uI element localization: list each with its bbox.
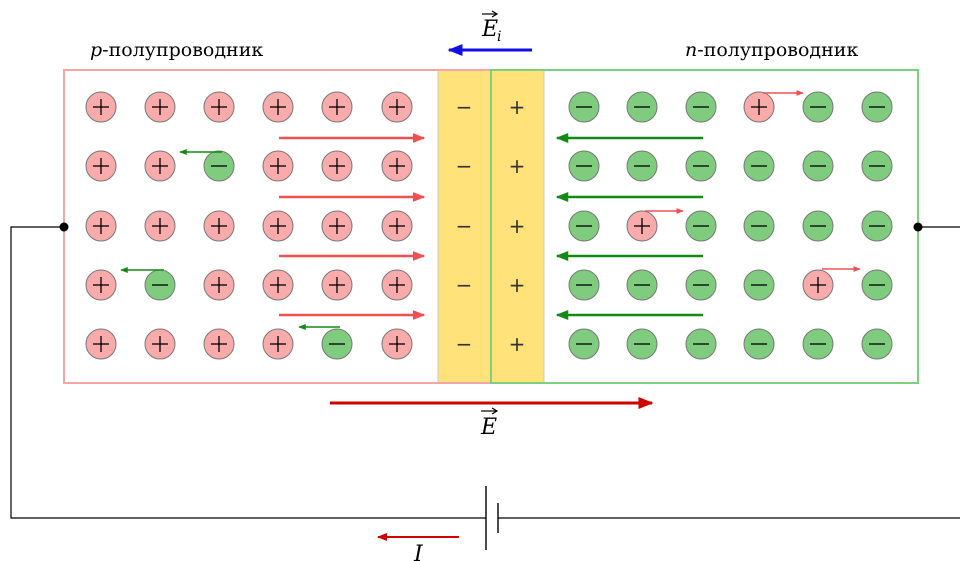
acceptor-ion-sign: − (456, 214, 473, 238)
n-electron (743, 150, 775, 182)
n-electron (568, 210, 600, 242)
terminal-left (59, 222, 69, 232)
p-region-label-text: -полупроводник (102, 39, 263, 61)
p-hole (144, 150, 176, 182)
p-region-label: p-полупроводник (90, 39, 263, 61)
external-field-label: E (480, 407, 499, 440)
p-hole (381, 210, 413, 242)
current-label: I (413, 542, 424, 561)
n-electron (626, 91, 658, 123)
n-electron (685, 150, 717, 182)
p-hole (85, 269, 117, 301)
p-hole (381, 91, 413, 123)
p-hole (321, 150, 353, 182)
acceptor-ion-sign: − (456, 273, 473, 297)
p-hole (381, 328, 413, 360)
p-hole (85, 210, 117, 242)
p-hole (262, 150, 294, 182)
p-hole (203, 210, 235, 242)
depletion-region-right (490, 69, 545, 384)
n-electron (685, 269, 717, 301)
p-hole (321, 91, 353, 123)
donor-ion-sign: + (509, 154, 526, 178)
n-electron (802, 91, 834, 123)
n-electron (568, 269, 600, 301)
depletion-charges: − − − − − + + + + + (456, 95, 526, 356)
n-hole (626, 210, 658, 242)
donor-ion-sign: + (509, 273, 526, 297)
n-electron (685, 91, 717, 123)
donor-ion-sign: + (509, 214, 526, 238)
n-hole (802, 269, 834, 301)
depletion-region-left (437, 69, 492, 384)
n-electron (861, 91, 893, 123)
p-hole (203, 91, 235, 123)
internal-field-subscript: i (497, 29, 501, 45)
acceptor-ion-sign: − (456, 95, 473, 119)
p-hole (321, 210, 353, 242)
n-electron (568, 91, 600, 123)
n-region-label: n-полупроводник (685, 39, 858, 61)
n-electron (861, 328, 893, 360)
internal-field-label: E i (481, 10, 501, 45)
n-electron (861, 269, 893, 301)
n-electron (626, 150, 658, 182)
p-hole (262, 269, 294, 301)
wire-left (10, 226, 486, 519)
n-electron (626, 328, 658, 360)
p-hole (144, 210, 176, 242)
p-hole (262, 91, 294, 123)
n-electron (861, 210, 893, 242)
p-hole (85, 91, 117, 123)
n-electron (685, 210, 717, 242)
n-hole (743, 91, 775, 123)
n-region-charges (568, 91, 893, 360)
p-hole (203, 328, 235, 360)
p-hole (144, 328, 176, 360)
p-hole (203, 269, 235, 301)
p-hole (381, 269, 413, 301)
n-electron (802, 150, 834, 182)
n-electron (743, 269, 775, 301)
p-hole (262, 210, 294, 242)
p-hole (144, 91, 176, 123)
n-electron (568, 328, 600, 360)
p-hole (85, 150, 117, 182)
acceptor-ion-sign: − (456, 154, 473, 178)
donor-ion-sign: + (509, 332, 526, 356)
p-region-charges (85, 91, 413, 360)
n-electron (568, 150, 600, 182)
p-electron (203, 150, 235, 182)
internal-field-letter: E (481, 17, 498, 42)
n-electron (743, 328, 775, 360)
donor-ion-sign: + (509, 95, 526, 119)
p-hole (321, 269, 353, 301)
internal-field-vector-head (491, 10, 499, 18)
p-electron (321, 328, 353, 360)
external-field-letter: E (480, 415, 497, 440)
n-region-label-text: -полупроводник (697, 39, 858, 61)
n-electron (626, 269, 658, 301)
p-hole (381, 150, 413, 182)
n-electron (802, 328, 834, 360)
p-hole (85, 328, 117, 360)
n-electron (685, 328, 717, 360)
n-electron (743, 210, 775, 242)
n-electron (861, 150, 893, 182)
p-electron (144, 269, 176, 301)
drift-arrows (120, 90, 861, 330)
external-field-vector-head (491, 407, 499, 415)
terminal-right (913, 222, 923, 232)
acceptor-ion-sign: − (456, 332, 473, 356)
n-electron (802, 210, 834, 242)
p-hole (262, 328, 294, 360)
